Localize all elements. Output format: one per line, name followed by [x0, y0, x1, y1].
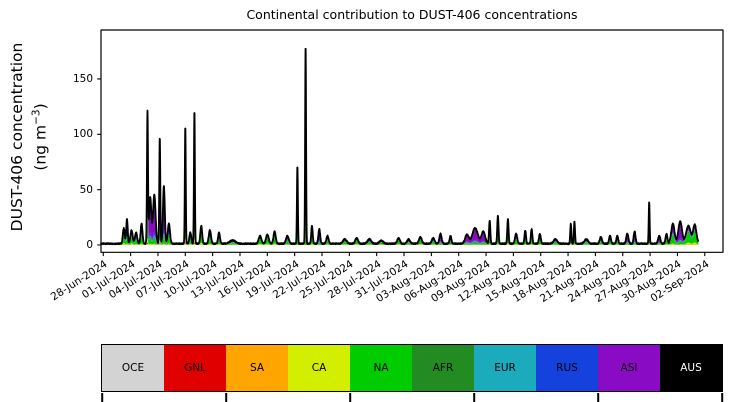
legend-cell-asi: ASI — [598, 345, 660, 391]
legend-label-na: NA — [373, 362, 389, 374]
legend-axis-tick — [101, 393, 103, 402]
legend-cell-gnl: GNL — [164, 345, 226, 391]
continent-legend-bar: OCE GNL SA CA NA AFR EUR RUS ASI AUS — [101, 344, 723, 402]
legend-label-sa: SA — [249, 362, 265, 374]
legend-cell-eur: EUR — [474, 345, 536, 391]
legend-cell-afr: AFR — [412, 345, 474, 391]
legend-cell-ca: CA — [288, 345, 350, 391]
legend-axis-tick — [225, 393, 227, 402]
y-tick-label: 150 — [72, 72, 93, 85]
y-tick-label: 0 — [86, 238, 93, 251]
legend-cell-rus: RUS — [536, 345, 598, 391]
legend-label-aus: AUS — [680, 362, 702, 374]
legend-cell-na: NA — [350, 345, 412, 391]
y-tick-label: 100 — [72, 128, 93, 141]
legend-cell-aus: AUS — [660, 345, 722, 391]
legend-axis-tick — [721, 393, 723, 402]
legend-label-eur: EUR — [494, 362, 516, 374]
legend-label-asi: ASI — [620, 362, 638, 374]
legend-axis-tick — [349, 393, 351, 402]
legend-label-afr: AFR — [432, 362, 454, 374]
legend-label-ca: CA — [311, 362, 327, 374]
legend-axis-tick — [473, 393, 475, 402]
legend-axis-tick — [597, 393, 599, 402]
legend-label-oce: OCE — [121, 362, 145, 374]
legend-label-gnl: GNL — [184, 362, 206, 374]
y-tick-label: 50 — [79, 183, 93, 196]
legend-cell-oce: OCE — [102, 345, 164, 391]
legend-cell-sa: SA — [226, 345, 288, 391]
legend-label-rus: RUS — [556, 362, 578, 374]
